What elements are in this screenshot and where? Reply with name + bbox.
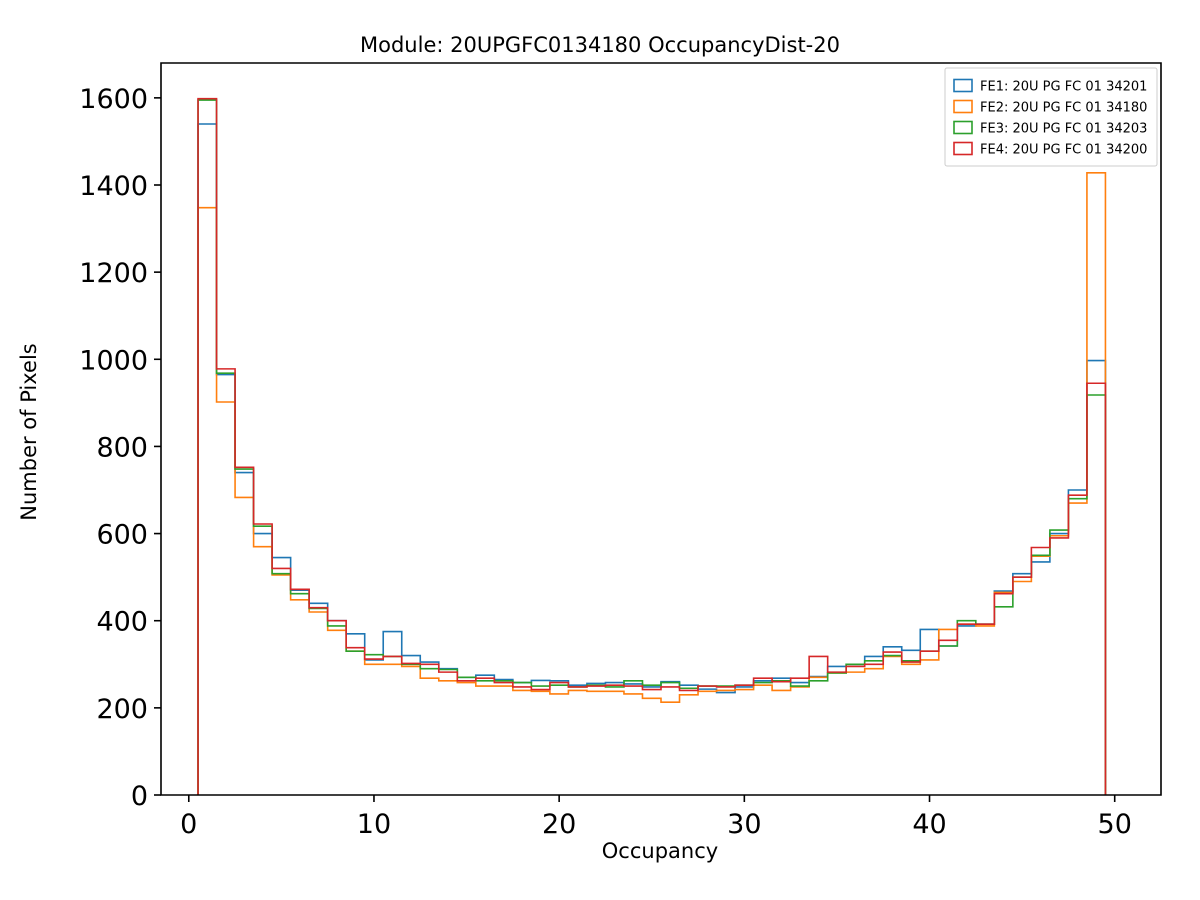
y-axis-ticks: 0 200 400 600 800 1000 1200 1400 1600 [79, 84, 161, 812]
chart-legend: FE1: 20U PG FC 01 34201 FE2: 20U PG FC 01… [944, 67, 1158, 167]
legend-swatch-1 [953, 78, 973, 93]
chart-title: Module: 20UPGFC0134180 OccupancyDist-20 [360, 33, 840, 57]
axes-spines [160, 62, 1162, 796]
legend-label-2: FE2: 20U PG FC 01 34180 [980, 101, 1147, 116]
y-tick-label-1000: 1000 [79, 345, 148, 376]
series-line-1 [197, 123, 1107, 795]
legend-label-1: FE1: 20U PG FC 01 34201 [980, 80, 1147, 95]
legend-swatch-4 [953, 141, 973, 156]
y-tick-label-600: 600 [96, 520, 148, 551]
y-tick-label-200: 200 [96, 694, 148, 725]
legend-label-3: FE3: 20U PG FC 01 34203 [980, 122, 1147, 137]
series-line-4 [197, 97, 1107, 795]
legend-background [944, 67, 1158, 167]
y-tick-label-1200: 1200 [79, 258, 148, 289]
legend-swatch-2 [953, 99, 973, 114]
x-axis-label: Occupancy [602, 839, 718, 863]
series-line-3 [197, 99, 1107, 795]
data-series-group [197, 97, 1107, 795]
x-tick-label-40: 40 [912, 809, 946, 840]
legend-swatch-3 [953, 120, 973, 135]
legend-label-4: FE4: 20U PG FC 01 34200 [980, 143, 1147, 158]
x-tick-label-30: 30 [727, 809, 761, 840]
y-tick-label-1600: 1600 [79, 84, 148, 115]
y-tick-label-0: 0 [131, 781, 148, 812]
y-tick-label-400: 400 [96, 607, 148, 638]
series-line-2 [197, 172, 1107, 795]
x-tick-label-50: 50 [1098, 809, 1132, 840]
x-tick-label-10: 10 [357, 809, 391, 840]
y-tick-label-1400: 1400 [79, 171, 148, 202]
x-axis-ticks: 0 10 20 30 40 50 [180, 795, 1132, 840]
x-tick-label-0: 0 [180, 809, 197, 840]
y-axis-label: Number of Pixels [17, 343, 41, 520]
y-tick-label-800: 800 [96, 432, 148, 463]
x-tick-label-20: 20 [542, 809, 576, 840]
